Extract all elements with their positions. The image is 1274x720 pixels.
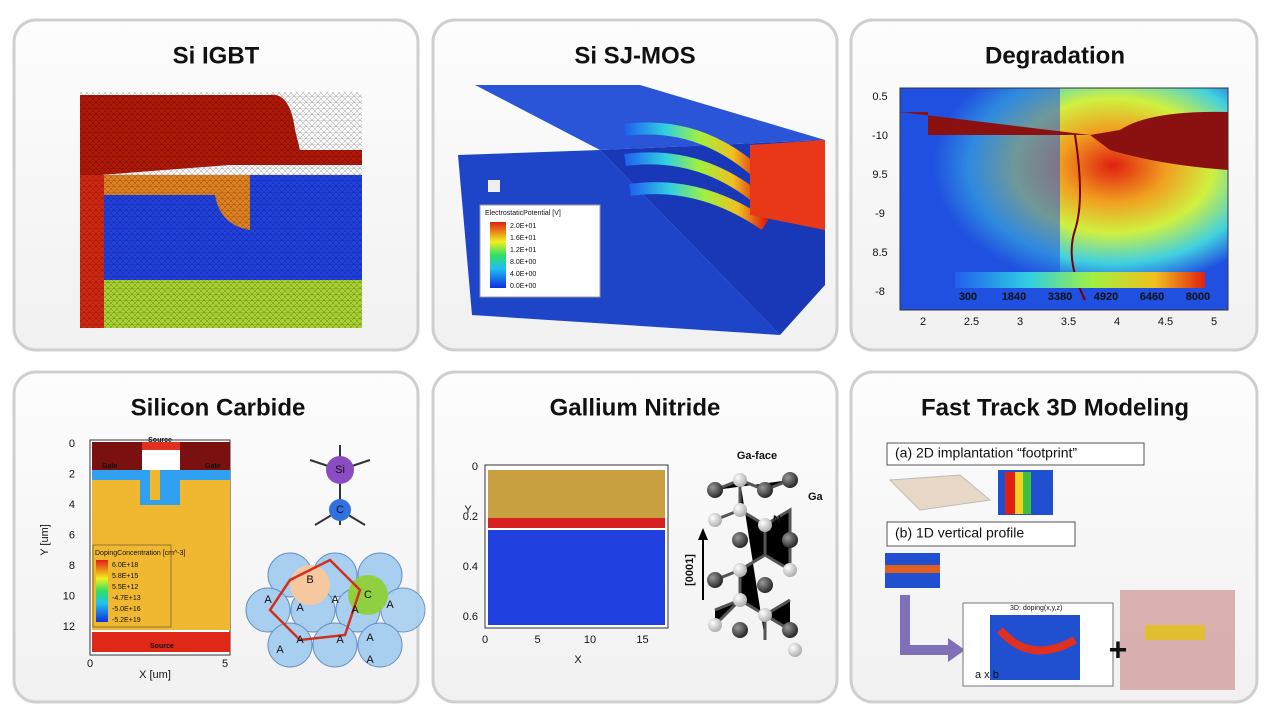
legend-label: -4.7E+13 — [112, 595, 141, 602]
site-label: A — [296, 602, 304, 614]
x-tick-label: 2.5 — [964, 316, 979, 328]
y-tick-label: 12 — [63, 621, 75, 633]
label: Source — [148, 437, 172, 444]
panel-title: Si IGBT — [173, 42, 260, 69]
site-label: A — [264, 594, 272, 606]
x-tick-label: 0 — [482, 634, 488, 646]
panel-title: Gallium Nitride — [550, 394, 721, 421]
x-tick-label: 5 — [222, 658, 228, 670]
x-tick-label: 5 — [1211, 316, 1217, 328]
label: Gate — [102, 463, 118, 470]
colorbar-label: 4920 — [1094, 291, 1118, 303]
y-tick-label: 0.4 — [463, 561, 478, 573]
legend-label: 0.0E+00 — [510, 283, 536, 290]
axis-label: X — [574, 654, 582, 666]
legend-title: ElectrostaticPotential [V] — [485, 210, 561, 217]
colorbar-label: 8000 — [1186, 291, 1210, 303]
y-tick-label: -10 — [872, 130, 888, 142]
colorbar-label: 6460 — [1140, 291, 1164, 303]
label: a x b — [975, 669, 999, 681]
y-tick-label: -8 — [875, 286, 885, 298]
axis-label: X [um] — [139, 669, 171, 681]
label: Source — [150, 643, 174, 650]
plot-title: 3D: doping(x,y,z) — [1010, 605, 1062, 612]
atom-label: Si — [335, 464, 345, 476]
y-tick-label: 0.2 — [463, 511, 478, 523]
label: Ga-face — [737, 450, 777, 462]
step-label: (a) 2D implantation “footprint” — [895, 445, 1077, 461]
y-tick-label: 6 — [69, 529, 75, 541]
site-label: A — [351, 604, 359, 616]
site-label: A — [386, 599, 394, 611]
legend-label: -5.0E+16 — [112, 606, 141, 613]
colorbar-label: 300 — [959, 291, 977, 303]
axis-label: Y [um] — [39, 524, 51, 556]
y-tick-label: 2 — [69, 468, 75, 480]
x-tick-label: 5 — [534, 634, 540, 646]
plus: + — [1109, 631, 1128, 667]
y-tick-label: 4 — [69, 499, 75, 511]
site-label: A — [331, 594, 339, 606]
legend-label: 8.0E+00 — [510, 259, 536, 266]
igbt-mesh — [80, 92, 362, 328]
panel-title: Degradation — [985, 42, 1125, 69]
label: N — [773, 514, 781, 526]
legend-label: 6.0E+18 — [112, 562, 138, 569]
fast-track — [885, 442, 1235, 690]
x-tick-label: 0 — [87, 658, 93, 670]
site-label: A — [336, 634, 344, 646]
site-label: B — [306, 574, 313, 586]
legend-label: 4.0E+00 — [510, 271, 536, 278]
sic-device — [89, 439, 426, 668]
y-tick-label: -9 — [875, 208, 885, 220]
y-tick-label: 0.6 — [463, 611, 478, 623]
step-label: (b) 1D vertical profile — [895, 525, 1024, 541]
panel-title: Si SJ-MOS — [574, 42, 695, 69]
y-tick-label: 8 — [69, 560, 75, 572]
atom-label: C — [336, 504, 344, 516]
legend-title: DopingConcentration [cm^-3] — [95, 550, 185, 557]
axis-label: Y — [464, 504, 472, 516]
site-label: C — [364, 589, 372, 601]
x-tick-label: 15 — [636, 634, 648, 646]
y-tick-label: 0 — [69, 438, 75, 450]
legend-label: -5.2E+19 — [112, 617, 141, 624]
label: Ga — [808, 491, 824, 503]
x-tick-label: 3.5 — [1061, 316, 1076, 328]
legend-label: 2.0E+01 — [510, 223, 536, 230]
legend-label: 1.6E+01 — [510, 235, 536, 242]
y-tick-label: 0.5 — [872, 91, 887, 103]
site-label: A — [296, 634, 304, 646]
colorbar-label: 1840 — [1002, 291, 1026, 303]
degradation-plot — [899, 87, 1229, 311]
label: [0001] — [684, 554, 696, 586]
colorbar-label: 3380 — [1048, 291, 1072, 303]
x-tick-label: 3 — [1017, 316, 1023, 328]
x-tick-label: 4.5 — [1158, 316, 1173, 328]
legend-label: 1.2E+01 — [510, 247, 536, 254]
site-label: A — [366, 632, 374, 644]
site-label: A — [276, 644, 284, 656]
site-label: A — [366, 654, 374, 666]
y-tick-label: 0 — [472, 461, 478, 473]
y-tick-label: 8.5 — [872, 247, 887, 259]
legend-label: 5.8E+15 — [112, 573, 138, 580]
x-tick-label: 4 — [1114, 316, 1120, 328]
legend-label: 5.5E+12 — [112, 584, 138, 591]
panel-title: Fast Track 3D Modeling — [921, 394, 1189, 421]
x-tick-label: 2 — [920, 316, 926, 328]
x-tick-label: 10 — [584, 634, 596, 646]
y-tick-label: 9.5 — [872, 169, 887, 181]
panel-title: Silicon Carbide — [131, 394, 306, 421]
sjmos-device — [458, 85, 825, 335]
y-tick-label: 10 — [63, 590, 75, 602]
label: Gate — [205, 463, 221, 470]
gan-device — [484, 464, 802, 657]
